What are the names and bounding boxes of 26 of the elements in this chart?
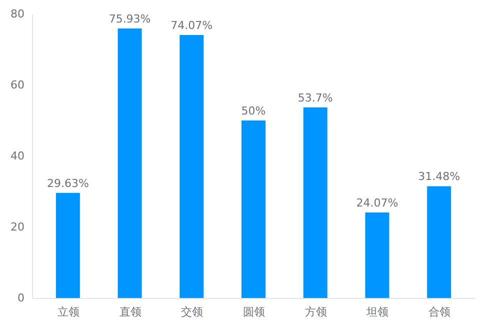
bar: [303, 107, 328, 298]
x-tick-label: 立领: [57, 306, 80, 318]
x-tick-label: 直领: [119, 306, 142, 318]
y-tick-label: 60: [10, 78, 24, 92]
y-tick-label: 0: [18, 292, 24, 304]
x-tick-label: 交领: [181, 306, 204, 318]
data-label: 31.48%: [418, 170, 460, 184]
y-tick-label: 80: [10, 8, 24, 20]
bar: [365, 212, 390, 298]
data-label: 75.93%: [108, 12, 151, 26]
y-tick-label: 40: [10, 150, 24, 162]
data-label: 53.7%: [298, 91, 333, 104]
data-label: 50%: [241, 104, 266, 118]
data-label: 24.07%: [356, 196, 398, 210]
bar: [118, 28, 142, 298]
bar: [242, 120, 266, 298]
bar: [427, 186, 452, 298]
bar: [180, 35, 204, 298]
x-tick-label: 坦领: [366, 306, 389, 318]
y-tick-label: 20: [10, 220, 24, 234]
x-tick-label: 圆领: [243, 306, 265, 318]
data-label: 74.07%: [170, 19, 213, 32]
x-tick-label: 方领: [304, 306, 327, 318]
bar: [56, 192, 80, 298]
data-label: 29.63%: [46, 176, 89, 190]
x-tick-label: 合领: [428, 306, 451, 318]
